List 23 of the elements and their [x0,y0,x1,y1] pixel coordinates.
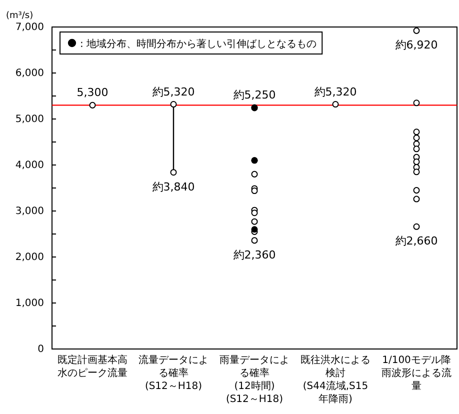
y-tick-label: 0 [38,344,44,356]
y-tick-label: 7,000 [15,22,44,34]
legend-label: : 地域分布、時間分布から著しい引伸ばしとなるもの [80,38,317,50]
data-label: 約2,360 [233,248,276,262]
y-tick-label: 3,000 [15,206,44,218]
x-tick-label: 1/100モデル降雨波形による流量 [382,354,452,392]
y-tick-label: 6,000 [15,68,44,80]
data-label: 約5,320 [152,85,195,98]
data-label: 約5,250 [233,88,276,102]
data-label: 約6,920 [395,38,438,52]
x-tick-label: 雨量データによる確率(12時間)(S12～H18) [220,355,290,405]
data-label: 約2,660 [395,234,438,248]
x-tick-label: 既往洪水による検討(S44流域,S15年降雨) [300,354,370,405]
x-tick-label: 既定計画基本高水のピーク流量 [58,354,128,379]
data-label: 5,300 [76,86,108,100]
x-tick-label: 流量データによる確率(S12～H18) [138,354,208,392]
y-tick-label: 2,000 [15,252,44,264]
y-axis-title: (m³/s) [6,11,34,21]
y-tick-label: 1,000 [15,298,44,310]
y-tick-label: 4,000 [15,160,44,172]
y-tick-label: 5,000 [15,114,44,126]
data-label: 約3,840 [152,180,195,194]
data-label: 約5,320 [314,85,357,98]
